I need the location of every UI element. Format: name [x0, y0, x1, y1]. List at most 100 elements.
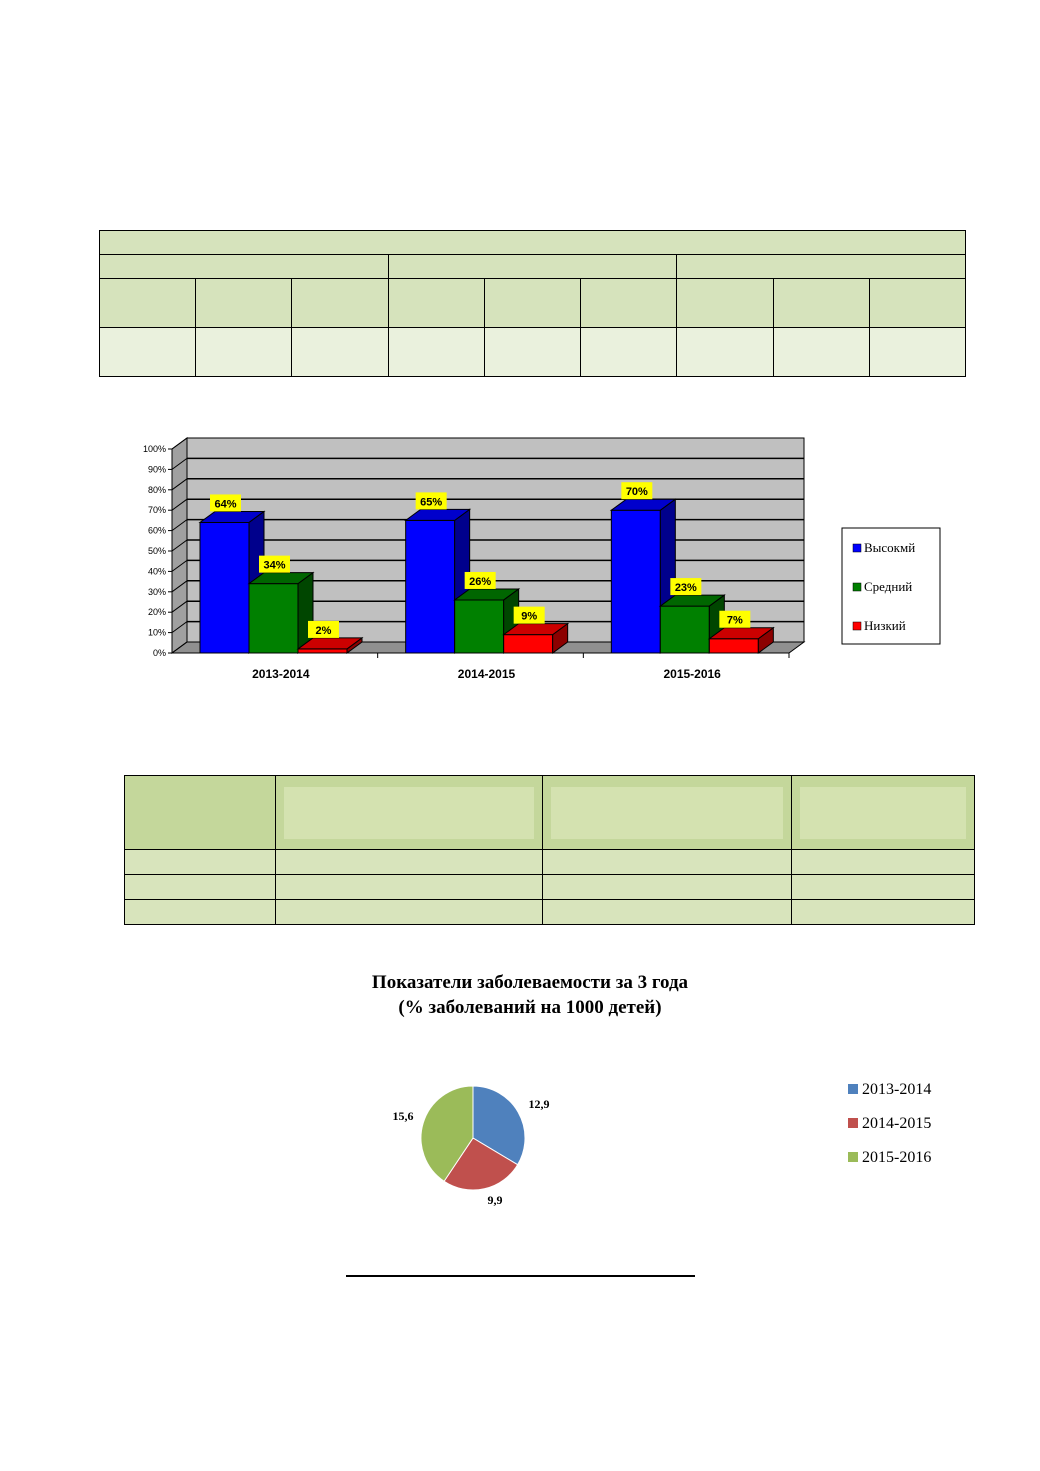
table-header-cell	[275, 775, 543, 850]
bar-top	[658, 594, 726, 607]
gridline-side	[171, 478, 188, 491]
table-cell	[98, 327, 197, 377]
data-label: 26%	[469, 576, 491, 588]
x-tick-label: 2015-2016	[663, 667, 721, 681]
table-cell	[195, 278, 293, 328]
table-row	[99, 230, 966, 255]
legend-label: Высокмй	[864, 540, 915, 555]
table-cell	[676, 254, 966, 279]
table-cell	[791, 874, 975, 900]
table-cell	[772, 278, 870, 328]
y-tick-label: 50%	[148, 546, 166, 556]
pie-slice	[420, 1085, 474, 1182]
table-cell	[124, 849, 276, 875]
bar-front	[199, 521, 250, 654]
pie-slice	[443, 1137, 519, 1191]
legend-swatch	[852, 621, 862, 631]
pie-value-label: 15,6	[393, 1109, 414, 1123]
table-cell	[791, 899, 975, 925]
bar-top	[502, 623, 570, 636]
table-row	[124, 849, 975, 875]
gridline-side	[171, 539, 188, 552]
data-label: 65%	[420, 496, 442, 508]
table-cell	[483, 278, 582, 328]
table-cell	[542, 899, 792, 925]
y-tick-label: 0%	[153, 648, 166, 658]
data-label-box	[670, 578, 702, 596]
data-label-box	[308, 620, 339, 638]
bar-front	[248, 583, 299, 654]
gridline-side	[171, 559, 188, 572]
table-cell	[275, 874, 543, 900]
data-label-box	[210, 494, 241, 512]
gridline-side	[171, 519, 188, 532]
separator-line	[346, 1275, 695, 1277]
data-label: 64%	[214, 498, 236, 510]
data-label: 9%	[521, 611, 537, 623]
table-cell	[99, 254, 389, 279]
table-cell	[387, 278, 485, 328]
gridline-side	[171, 437, 188, 450]
x-tick-label: 2014-2015	[458, 667, 516, 681]
bar-front	[708, 638, 759, 654]
data-label-box	[621, 482, 653, 500]
y-tick-label: 20%	[148, 607, 166, 617]
gridline-side	[171, 621, 188, 634]
bar-legend: Высокмй Средний Низкий	[841, 527, 941, 645]
gridline-side	[171, 498, 188, 511]
data-label-box	[719, 610, 751, 628]
y-tick-label: 30%	[148, 587, 166, 597]
table-row	[98, 327, 967, 377]
legend-label: Низкий	[864, 618, 906, 633]
table-row	[124, 874, 975, 900]
table-cell	[291, 278, 389, 328]
legend-swatch	[852, 543, 862, 553]
legend-label: 2014-2015	[862, 1115, 931, 1132]
data-label: 23%	[675, 582, 697, 594]
legend-label: 2013-2014	[862, 1081, 931, 1098]
bar-front	[454, 599, 505, 654]
bar-top	[198, 510, 266, 523]
table-cell	[124, 899, 276, 925]
y-tick-label: 80%	[148, 485, 166, 495]
table-cell	[868, 278, 967, 328]
table-cell	[387, 254, 678, 279]
table-row	[98, 278, 967, 328]
legend-swatch	[848, 1152, 858, 1162]
gridline-side	[171, 641, 188, 654]
y-tick-label: 90%	[148, 464, 166, 474]
table-cell	[542, 874, 792, 900]
data-label-box	[513, 606, 545, 624]
table-cell	[868, 327, 967, 377]
table-header-cell	[124, 775, 276, 850]
bar-front	[610, 509, 661, 654]
data-label-box	[415, 492, 447, 510]
bar-top	[609, 498, 677, 511]
legend-swatch	[848, 1118, 858, 1128]
table-cell	[195, 327, 293, 377]
table-cell	[98, 278, 197, 328]
pie-subtitle: (% заболеваний на 1000 детей)	[398, 997, 661, 1018]
table-row	[124, 899, 975, 925]
morbidity-pie-chart: Показатели заболеваемости за 3 года (% з…	[372, 972, 931, 1207]
gridline-side	[171, 580, 188, 593]
gridline-side	[171, 600, 188, 613]
pie-title: Показатели заболеваемости за 3 года	[372, 972, 689, 993]
table-cell	[275, 899, 543, 925]
morbidity-table	[124, 775, 975, 925]
table-header-cell	[791, 775, 975, 850]
bar-top	[247, 572, 315, 585]
data-label: 34%	[263, 560, 285, 572]
table-cell	[291, 327, 389, 377]
y-tick-label: 100%	[143, 444, 166, 454]
table-cell	[124, 874, 276, 900]
legend-label: 2015-2016	[862, 1149, 931, 1166]
table-header-row	[124, 775, 975, 850]
levels-table	[98, 230, 967, 377]
y-tick-label: 70%	[148, 505, 166, 515]
table-cell	[483, 327, 582, 377]
table-row	[99, 254, 966, 279]
bar-top	[404, 508, 472, 521]
table-cell	[580, 278, 678, 328]
table-cell	[580, 327, 678, 377]
